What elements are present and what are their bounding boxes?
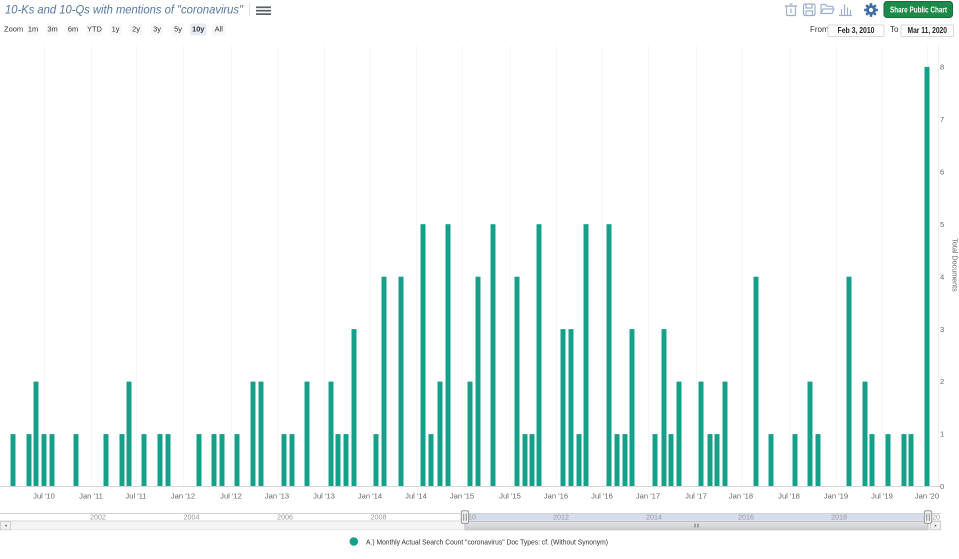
- svg-text:3y: 3y: [153, 25, 161, 34]
- svg-text:5: 5: [940, 220, 944, 229]
- svg-text:Jul '15: Jul '15: [499, 492, 521, 501]
- svg-text:Share Public Chart: Share Public Chart: [890, 5, 947, 14]
- svg-text:10-Ks and 10-Qs with mentions: 10-Ks and 10-Qs with mentions of "corona…: [5, 3, 244, 17]
- svg-text:Jan '20: Jan '20: [915, 492, 939, 501]
- svg-text:To: To: [890, 25, 899, 34]
- svg-text:2014: 2014: [646, 513, 662, 522]
- svg-text:Jul '12: Jul '12: [220, 492, 242, 501]
- svg-text:4: 4: [940, 272, 944, 281]
- svg-text:2018: 2018: [831, 513, 847, 522]
- svg-text:Jan '13: Jan '13: [265, 492, 289, 501]
- svg-text:1: 1: [940, 430, 944, 439]
- svg-text:Jan '19: Jan '19: [824, 492, 848, 501]
- svg-text:2006: 2006: [277, 513, 293, 522]
- svg-text:6m: 6m: [68, 25, 78, 34]
- svg-text:3: 3: [940, 325, 944, 334]
- svg-text:1y: 1y: [112, 25, 120, 34]
- svg-text:2002: 2002: [90, 513, 106, 522]
- svg-text:2008: 2008: [371, 513, 387, 522]
- svg-text:Jan '14: Jan '14: [358, 492, 382, 501]
- svg-text:Jul '13: Jul '13: [313, 492, 335, 501]
- svg-text:Jul '14: Jul '14: [405, 492, 427, 501]
- svg-text:YTD: YTD: [87, 25, 102, 34]
- svg-text:Jul '11: Jul '11: [125, 492, 146, 501]
- svg-text:All: All: [215, 25, 224, 34]
- svg-text:Mar 11, 2020: Mar 11, 2020: [908, 26, 948, 35]
- svg-text:2016: 2016: [738, 513, 754, 522]
- svg-text:Jan '17: Jan '17: [636, 492, 660, 501]
- svg-text:2012: 2012: [553, 513, 569, 522]
- svg-text:Jul '18: Jul '18: [778, 492, 800, 501]
- svg-text:3m: 3m: [47, 25, 57, 34]
- svg-text:Jan '11: Jan '11: [79, 492, 103, 501]
- svg-text:7: 7: [940, 115, 944, 124]
- svg-text:2: 2: [940, 377, 944, 386]
- svg-text:6: 6: [940, 167, 944, 176]
- svg-text:Jan '16: Jan '16: [544, 492, 568, 501]
- svg-text:Jan '12: Jan '12: [171, 492, 195, 501]
- svg-text:8: 8: [940, 63, 944, 72]
- svg-text:Jul '19: Jul '19: [871, 492, 893, 501]
- svg-text:0: 0: [940, 482, 944, 491]
- svg-text:Jan '18: Jan '18: [729, 492, 753, 501]
- svg-text:1m: 1m: [28, 25, 38, 34]
- svg-text:Feb 3, 2010: Feb 3, 2010: [838, 26, 875, 35]
- svg-text:Jul '16: Jul '16: [591, 492, 613, 501]
- svg-text:2y: 2y: [132, 25, 140, 34]
- svg-text:Zoom: Zoom: [4, 25, 23, 34]
- svg-text:From: From: [810, 25, 829, 34]
- svg-text:2004: 2004: [184, 513, 200, 522]
- svg-text:A.) Monthly Actual Search Coun: A.) Monthly Actual Search Count "coronav…: [366, 537, 608, 546]
- svg-text:5y: 5y: [174, 25, 182, 34]
- svg-text:Jul '10: Jul '10: [33, 492, 55, 501]
- svg-text:10y: 10y: [192, 25, 205, 34]
- svg-text:Total Documents: Total Documents: [951, 238, 959, 292]
- svg-text:Jul '17: Jul '17: [685, 492, 707, 501]
- svg-text:Jan '15: Jan '15: [450, 492, 474, 501]
